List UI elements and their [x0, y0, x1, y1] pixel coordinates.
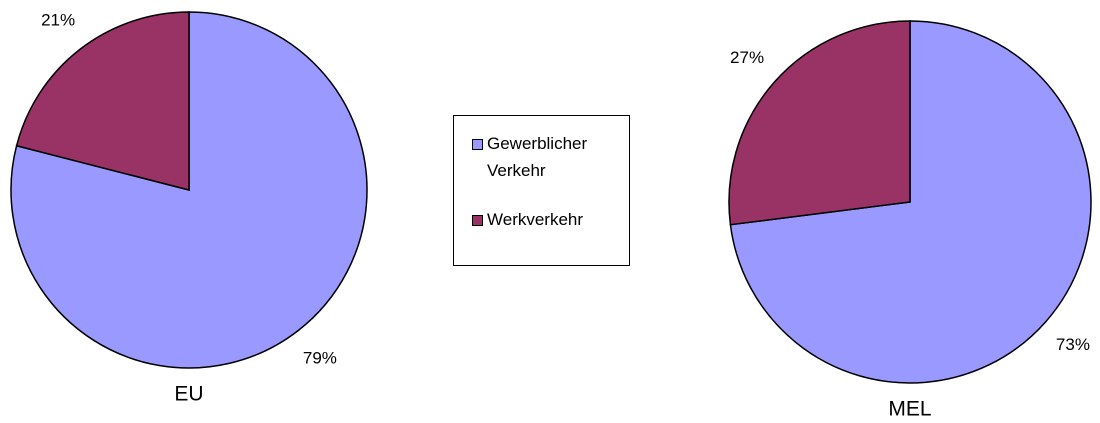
chart-title: MEL — [888, 398, 931, 421]
legend-item: Gewerblicher Verkehr — [472, 130, 629, 184]
data-label: 21% — [41, 11, 75, 30]
pie-slice — [15, 11, 190, 191]
data-label: 73% — [1056, 335, 1090, 354]
data-label: 27% — [730, 48, 764, 67]
data-label: 79% — [303, 348, 337, 367]
legend-label: Werkverkehr — [487, 210, 584, 229]
chart-title: EU — [174, 383, 203, 406]
legend: Gewerblicher Verkehr Werkverkehr — [453, 115, 630, 266]
pie-slice — [10, 11, 368, 369]
legend-item: Werkverkehr — [472, 206, 629, 233]
pie-slice — [728, 20, 911, 226]
legend-swatch — [472, 215, 483, 226]
legend-label: Gewerblicher Verkehr — [487, 134, 588, 180]
legend-swatch — [472, 139, 483, 150]
